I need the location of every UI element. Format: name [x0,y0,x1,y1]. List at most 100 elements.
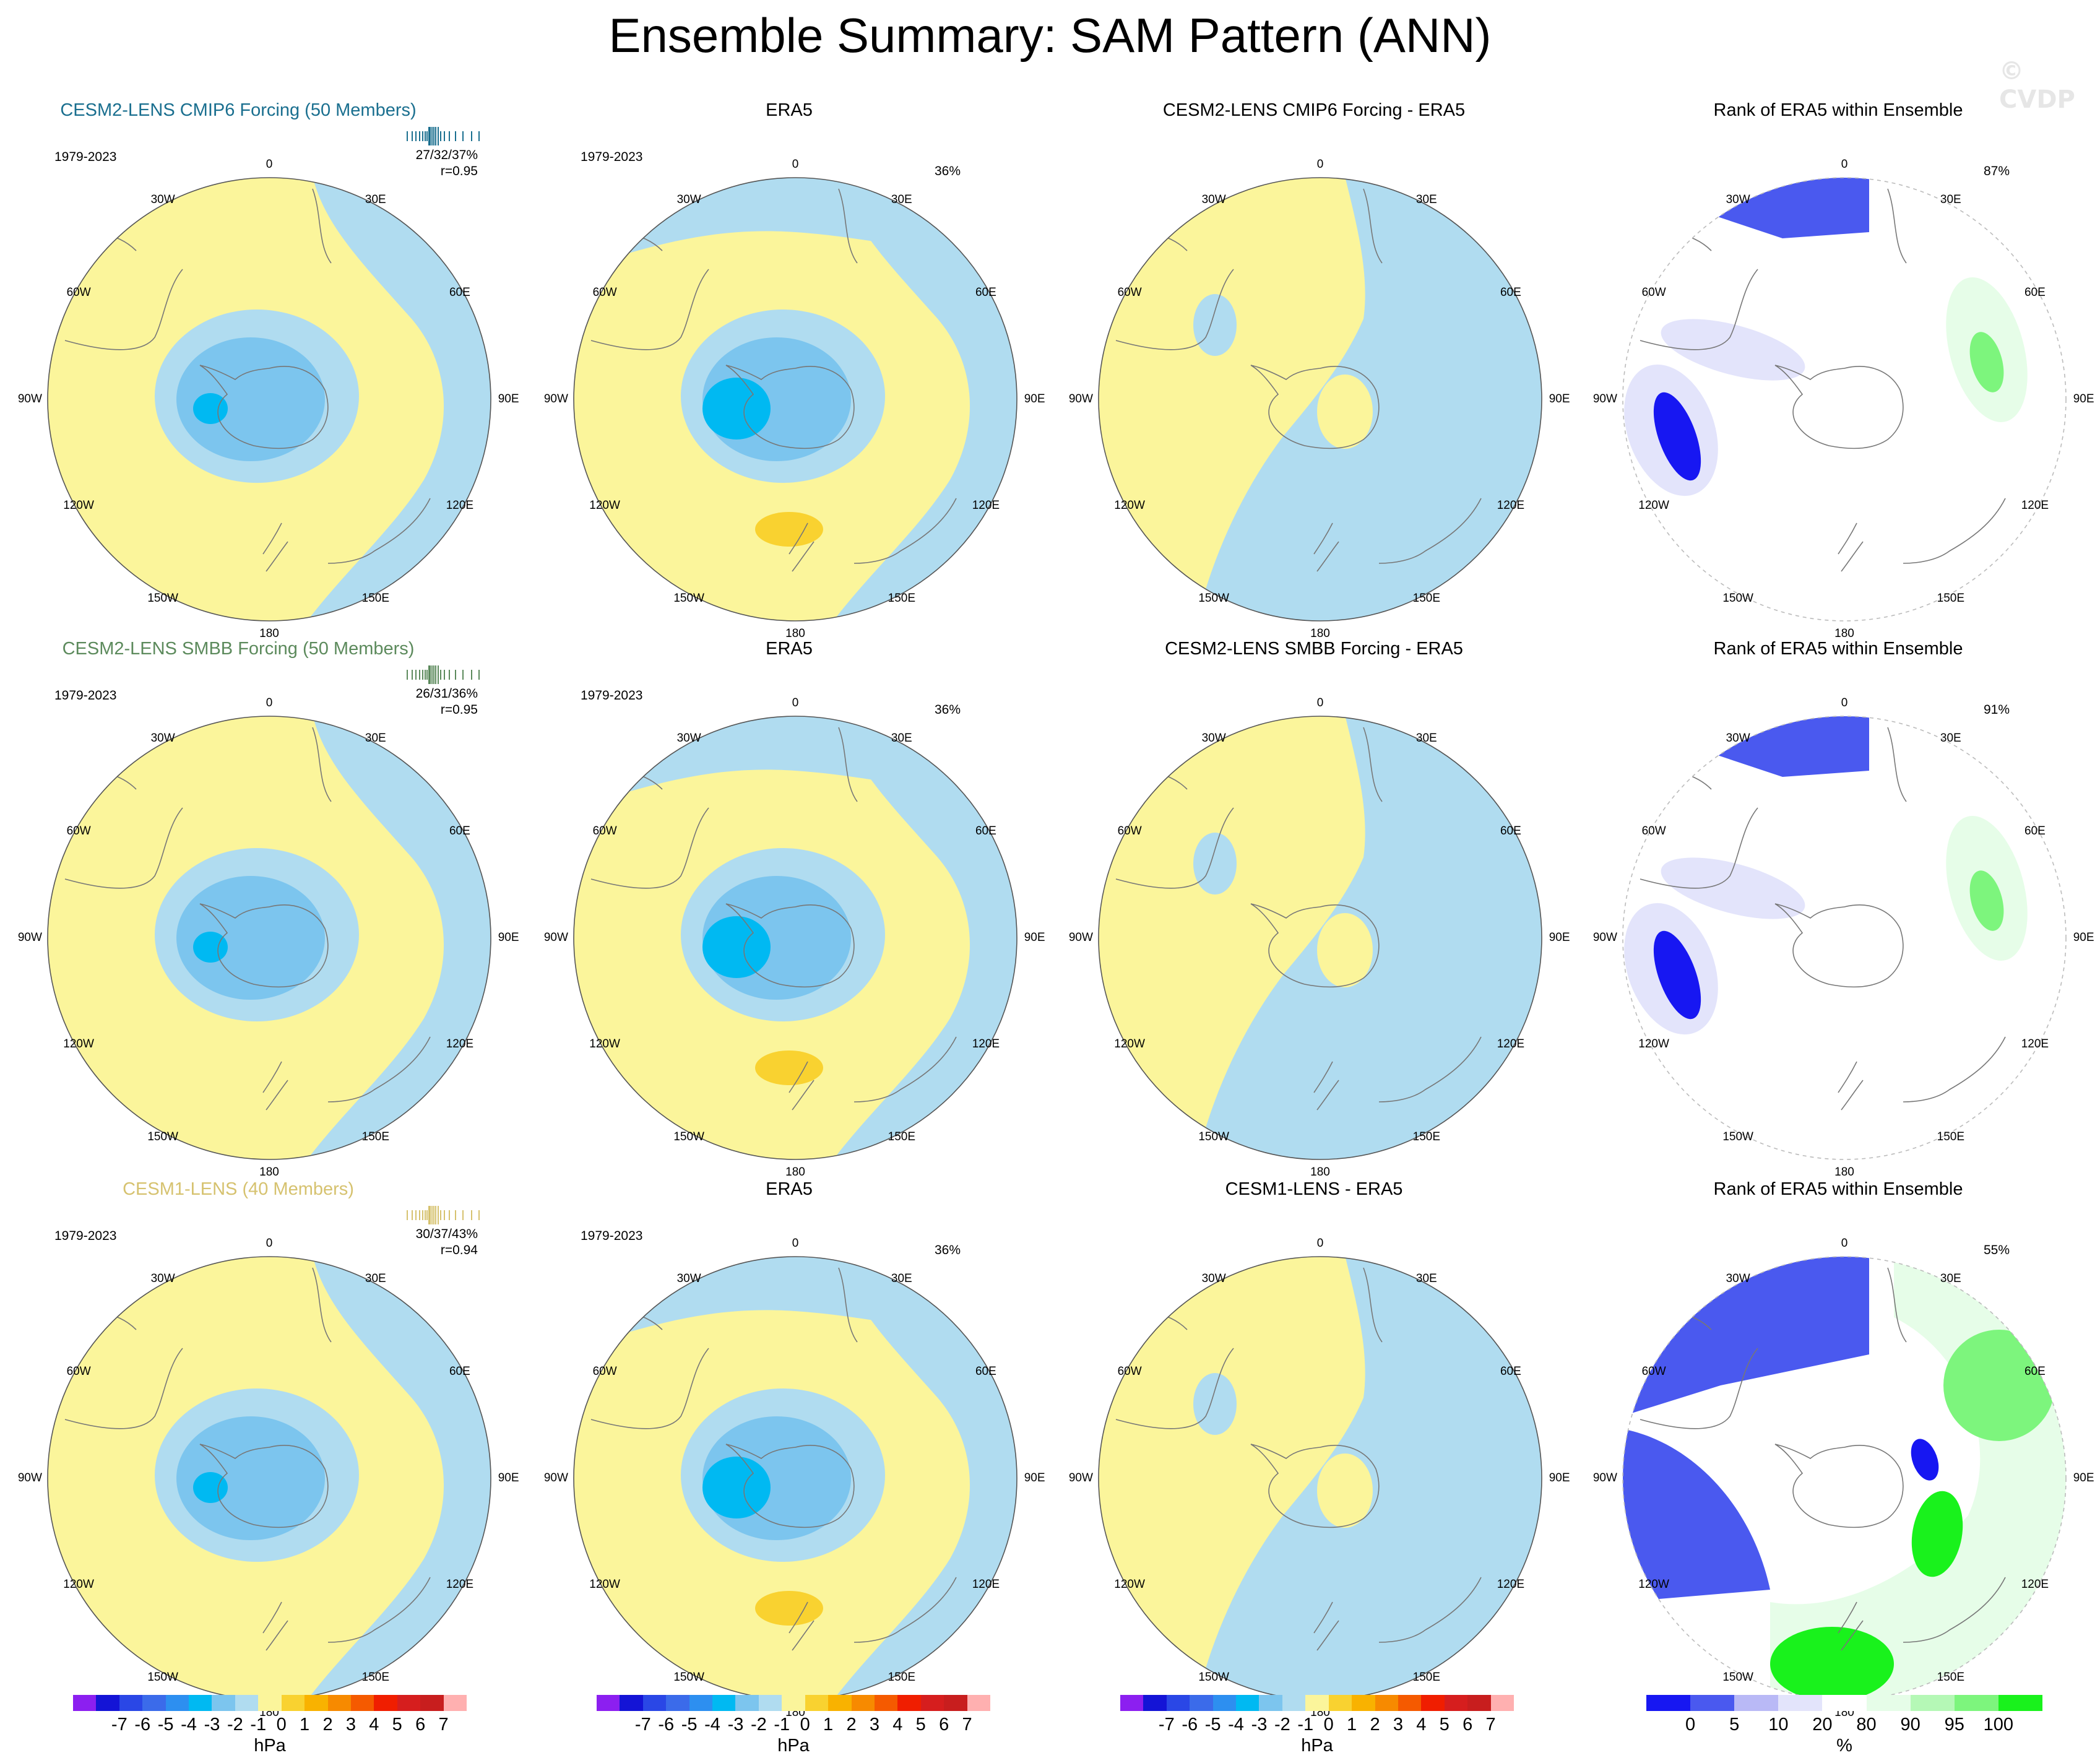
lon-label: 30W [150,731,175,745]
lon-label: 60W [1117,1365,1142,1379]
lon-label: 90E [1024,1471,1045,1484]
lon-label: 120W [589,1037,620,1050]
lon-label: 30W [676,1271,701,1285]
high-contour [755,1591,823,1626]
panel-title: Rank of ERA5 within Ensemble [1713,639,1963,659]
low-center [702,1457,771,1518]
colorbar-swatch [443,1695,467,1711]
rank-region-min [1653,392,1701,481]
panel-title: CESM2-LENS CMIP6 Forcing (50 Members) [60,100,417,120]
map-border [1622,1256,2067,1700]
colorbar-tick-label: 2 [322,1715,333,1735]
colorbar: -7 -6 -5 -4 -3 -2 -1 0 1 2 3 4 5 6 7 hPa [1120,1695,1515,1762]
lon-label: 30E [1940,193,1961,206]
stats-pct-range: 30/37/43% [415,1227,478,1241]
colorbar-unit: % [1836,1736,1852,1756]
cvdp-watermark: © CVDP [1999,57,2075,114]
colorbar-tick-label: 3 [345,1715,356,1735]
lon-label: 90E [2073,392,2094,405]
colorbar-tick-label: -7 [111,1715,127,1735]
lon-label: 90E [2073,931,2094,944]
lon-label: 30E [365,731,386,745]
colorbar-swatch [1778,1695,1823,1711]
lon-label: 0 [266,1236,273,1250]
positive-patch [1317,375,1373,449]
lon-label: 30E [891,731,912,745]
colorbar-swatch [1236,1695,1260,1711]
colorbar-swatch [258,1695,282,1711]
colorbar-swatch [666,1695,690,1711]
lon-label: 0 [266,157,273,171]
colorbar-swatch [165,1695,189,1711]
colorbar-tick-label: -7 [634,1715,651,1735]
lon-label: 30E [365,193,386,206]
coastlines [64,188,431,572]
colorbar: -7 -6 -5 -4 -3 -2 -1 0 1 2 3 4 5 6 7 hPa [73,1695,467,1762]
colorbar-swatch [235,1695,259,1711]
member-distribution-strip [407,1206,480,1224]
lon-label: 0 [1316,157,1324,171]
colorbar-swatch [397,1695,421,1711]
lon-label: 60W [66,286,91,300]
lon-label: 90W [1068,392,1093,405]
lon-label: 150E [361,1130,390,1144]
lon-label: 60E [975,1365,996,1379]
colorbar-tick-label: -2 [227,1715,243,1735]
coastlines [1115,727,1482,1111]
lon-label: 30E [891,193,912,206]
rank-region-min [1653,930,1701,1020]
negative-band [306,178,491,621]
lon-label: 120E [972,498,1000,512]
colorbar-tick-label: -4 [704,1715,720,1735]
lon-label: 60W [592,286,617,300]
lon-label: 150W [673,1130,704,1144]
lon-label: 120W [1114,1037,1145,1050]
lon-label: 90W [543,1471,568,1484]
ensemble-stats: 30/37/43% r=0.94 [391,1226,478,1258]
lon-label: 60W [66,825,91,838]
colorbar-swatch [1421,1695,1445,1711]
high-contour [755,1050,823,1085]
lon-label: 60E [2024,286,2046,300]
colorbar-swatch [1190,1695,1214,1711]
map-field [47,716,491,1160]
panel-title: Rank of ERA5 within Ensemble [1713,100,1963,120]
colorbar-tick-label: 0 [1323,1715,1334,1735]
lon-label: 180 [1310,627,1330,641]
lon-label: 150W [1722,1130,1753,1144]
lon-label: 150W [1198,592,1229,605]
negative-band [306,716,491,1159]
colorbar-tick-label: -6 [658,1715,675,1735]
lon-label: 60W [592,1365,617,1379]
colorbar-tick-label: -1 [1297,1715,1314,1735]
colorbar-tick-label: 3 [869,1715,880,1735]
colorbar-swatch [1305,1695,1329,1711]
stats-pct-range: 26/31/36% [415,687,478,701]
lon-label: 60E [2024,1365,2046,1379]
colorbar-swatch [73,1695,97,1711]
positive-region [1099,178,1365,621]
low-contour-2 [176,1416,325,1540]
colorbar-swatch [374,1695,398,1711]
lon-label: 60W [1117,286,1142,300]
low-contour-2 [176,876,325,1000]
colorbar-tick-label: -3 [1251,1715,1268,1735]
colorbar-swatch [642,1695,667,1711]
coastlines [1115,1267,1482,1651]
lon-label: 90W [1592,392,1617,405]
colorbar-tick-label: -7 [1158,1715,1175,1735]
panel-diff-row1: CESM2-LENS CMIP6 Forcing - ERA5 0 30E 60E 90… [1069,93,1570,641]
lon-label: 90E [1549,1471,1570,1484]
negative-band [832,178,1017,621]
lon-label: 120E [972,1577,1000,1591]
colorbar-swatch [1166,1695,1190,1711]
panel-title: CESM2-LENS SMBB Forcing - ERA5 [1165,639,1463,659]
colorbar: -7 -6 -5 -4 -3 -2 -1 0 1 2 3 4 5 6 7 hPa [597,1695,991,1762]
lon-label: 180 [785,627,805,641]
rank-region-max [1770,1627,1894,1700]
high-contour [755,512,823,547]
lon-label: 120W [1638,498,1669,512]
lon-label: 120E [1497,498,1525,512]
lon-label: 60E [1500,825,1521,838]
colorbar-tick-label: -6 [1182,1715,1198,1735]
